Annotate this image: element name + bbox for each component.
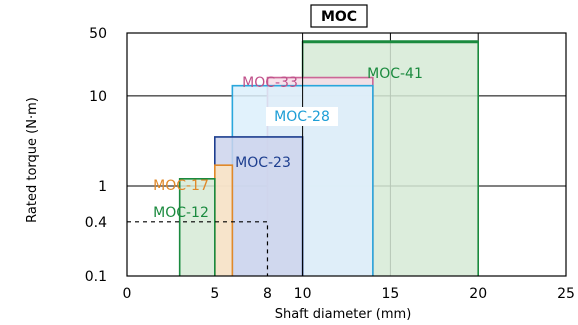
x-tick-label: 20 [469, 286, 487, 302]
y-tick-label: 1 [98, 179, 107, 195]
bar-moc-12 [179, 178, 215, 276]
bars [178, 40, 480, 277]
y-axis-title: Rated torque (N·m) [25, 97, 40, 223]
x-tick-label: 25 [557, 286, 575, 302]
series-label-moc-41: MOC-41 [367, 66, 423, 82]
y-tick-label: 10 [89, 89, 107, 105]
label-bg-moc-28 [266, 107, 338, 126]
plot-frame [126, 32, 567, 277]
series-label-moc-28: MOC-28 [274, 109, 330, 125]
x-tick-label: 0 [123, 286, 132, 302]
series-label-moc-33: MOC-33 [242, 75, 298, 91]
x-tick-label: 8 [263, 286, 272, 302]
chart-title: MOC [321, 9, 357, 25]
series-label-moc-12: MOC-12 [153, 205, 209, 221]
chart-title-box [310, 4, 368, 28]
annotation [127, 221, 269, 276]
x-axis-title: Shaft diameter (mm) [275, 307, 412, 322]
annotation-line [127, 221, 269, 276]
y-tick-label: 50 [89, 26, 107, 42]
bar-moc-17 [214, 165, 233, 276]
x-tick-label: 5 [210, 286, 219, 302]
y-tick-label: 0.4 [85, 215, 107, 231]
x-tick-label: 15 [381, 286, 399, 302]
axes [126, 32, 567, 277]
series-label-moc-23: MOC-23 [235, 155, 291, 171]
series-label-moc-17: MOC-17 [153, 178, 209, 194]
bar-outline-moc-12 [178, 178, 216, 276]
ticks: 0 5 8 10 15 20 25 0.1 0.4 1 10 50 [85, 26, 575, 302]
y-tick-label: 0.1 [85, 269, 107, 285]
x-tick-label: 10 [294, 286, 312, 302]
series-labels: MOC-41 MOC-33 MOC-28 MOC-23 MOC-17 MOC-12 [153, 66, 423, 221]
